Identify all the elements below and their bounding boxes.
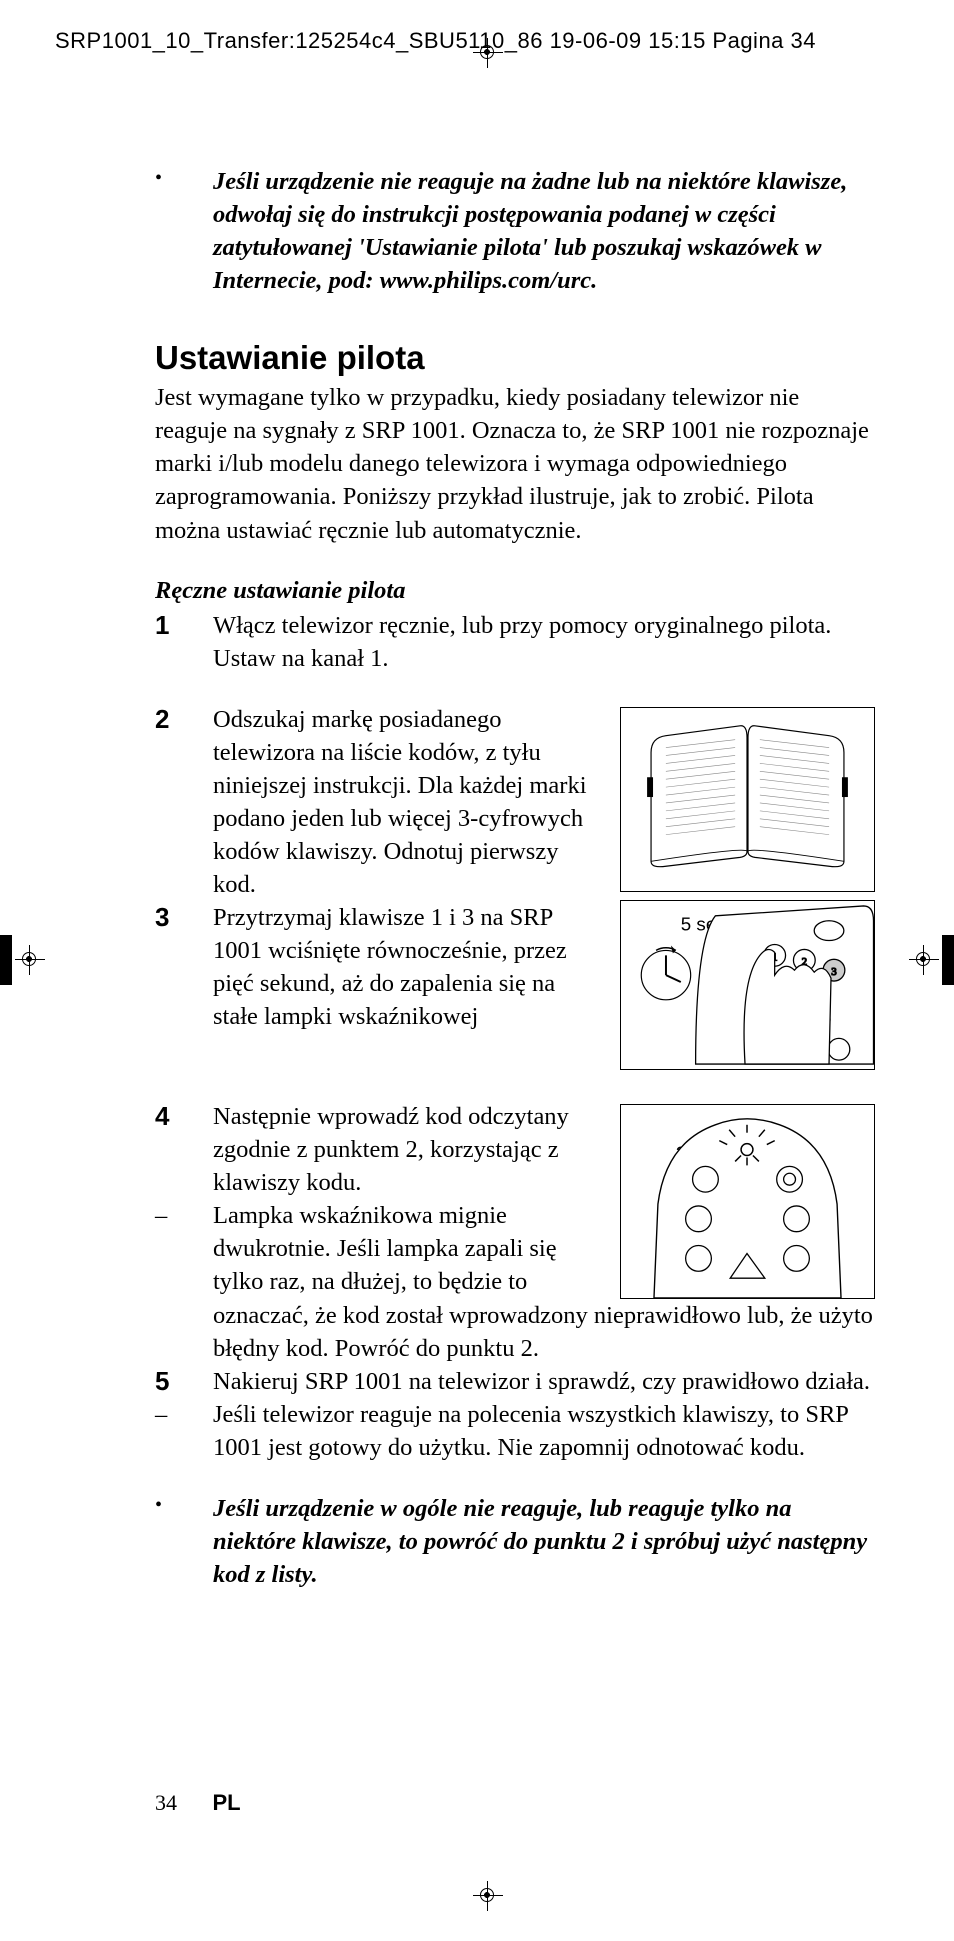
step-5-note: – Jeśli telewizor reaguje na polecenia w… (155, 1398, 875, 1464)
step-3: 3 Przytrzymaj klawisze 1 i 3 na SRP 1001… (155, 901, 602, 1033)
step-number: 1 (155, 609, 213, 675)
step-5: 5 Nakieruj SRP 1001 na telewizor i spraw… (155, 1365, 875, 1398)
page-content: • Jeśli urządzenie nie reaguje na żadne … (155, 165, 875, 1591)
step-text: Nakieruj SRP 1001 na telewizor i sprawdź… (213, 1365, 870, 1398)
sub-title: Ręczne ustawianie pilota (155, 577, 875, 605)
figure-codebook (620, 707, 875, 892)
intro-bullet-text: Jeśli urządzenie nie reaguje na żadne lu… (213, 165, 875, 297)
step-number: 3 (155, 901, 213, 1033)
registration-mark-top (473, 38, 503, 68)
intro-bullet-item: • Jeśli urządzenie nie reaguje na żadne … (155, 165, 875, 297)
section-title: Ustawianie pilota (155, 339, 875, 377)
bullet-dot: • (155, 1492, 213, 1591)
step-2: 2 Odszukaj markę posiadanego telewizora … (155, 703, 602, 901)
step-1: 1 Włącz telewizor ręcznie, lub przy pomo… (155, 609, 875, 675)
step-4: 4 Następnie wprowadź kod odczytany zgodn… (155, 1100, 602, 1199)
intro-paragraph: Jest wymagane tylko w przypadku, kiedy p… (155, 381, 875, 546)
print-header: SRP1001_10_Transfer:125254c4_SBU5110_86 … (55, 28, 816, 54)
figure-column: 5 sec. 1 2 3 5 9 (620, 703, 875, 1070)
side-bar-left (0, 935, 12, 985)
figure-remote-press: 5 sec. 1 2 3 5 9 (620, 900, 875, 1070)
step-text: Lampka wskaźnikowa mignie dwukrotnie. Je… (213, 1199, 602, 1298)
final-bullet-text: Jeśli urządzenie w ogóle nie reaguje, lu… (213, 1492, 875, 1591)
side-bar-right (942, 935, 954, 985)
step-text: Włącz telewizor ręcznie, lub przy pomocy… (213, 609, 875, 675)
language-code: PL (213, 1790, 241, 1815)
final-bullet-item: • Jeśli urządzenie w ogóle nie reaguje, … (155, 1492, 875, 1591)
step-4-note: – Lampka wskaźnikowa mignie dwukrotnie. … (155, 1199, 602, 1298)
step-number: 4 (155, 1100, 213, 1199)
registration-mark-left (15, 945, 45, 975)
step-text: Jeśli telewizor reaguje na polecenia wsz… (213, 1398, 875, 1464)
step-number: 2 (155, 703, 213, 901)
step-text: oznaczać, że kod został wprowadzony niep… (213, 1299, 875, 1365)
step-text: Przytrzymaj klawisze 1 i 3 na SRP 1001 w… (213, 901, 602, 1033)
page-number: 34 (155, 1790, 177, 1815)
page-footer: 34 PL (155, 1790, 241, 1816)
step-dash: – (155, 1398, 213, 1464)
step-text: Następnie wprowadź kod odczytany zgodnie… (213, 1100, 602, 1199)
svg-text:3: 3 (831, 966, 836, 978)
spacer (155, 1299, 213, 1365)
registration-mark-right (909, 945, 939, 975)
bullet-dot: • (155, 165, 213, 297)
step-number: 5 (155, 1365, 213, 1398)
step-dash: – (155, 1199, 213, 1298)
figure-remote-blink: 2 x (620, 1104, 875, 1299)
step-text: Odszukaj markę posiadanego telewizora na… (213, 703, 602, 901)
registration-mark-bottom (473, 1881, 503, 1911)
step-4-continuation: oznaczać, że kod został wprowadzony niep… (155, 1299, 875, 1365)
